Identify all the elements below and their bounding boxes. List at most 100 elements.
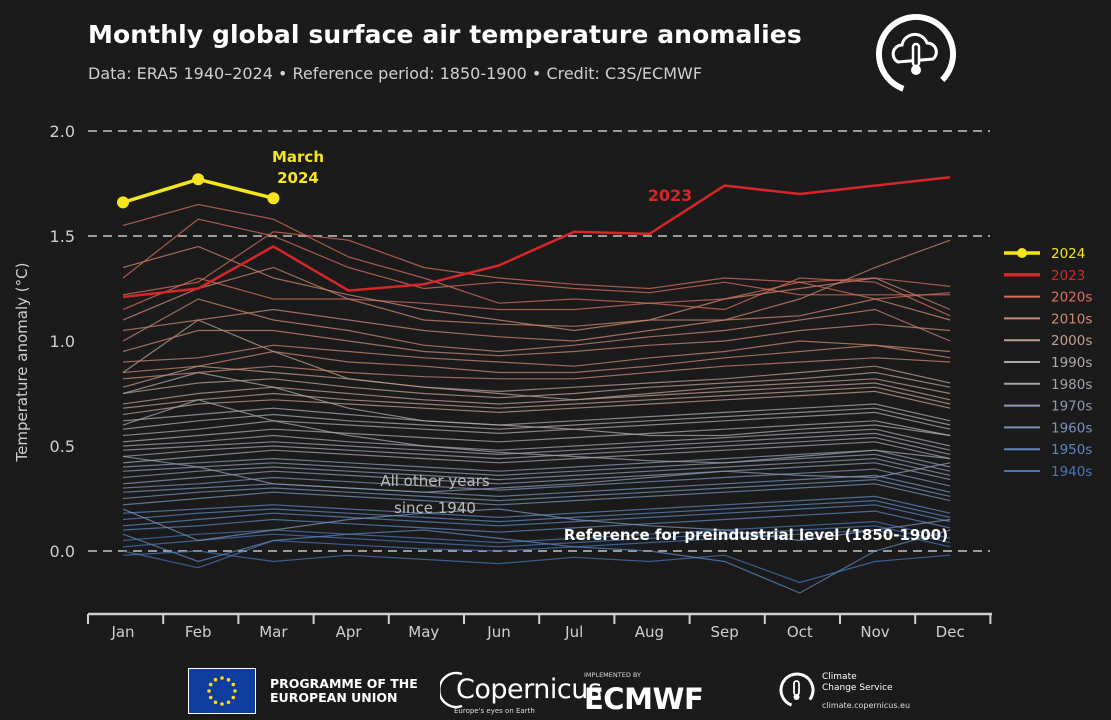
c3s-url: climate.copernicus.eu [822, 701, 911, 710]
eu-text-line2: EUROPEAN UNION [270, 690, 398, 705]
decade-line-2010s [122, 323, 951, 357]
decade-lines [122, 203, 951, 594]
decade-line-2000s [122, 371, 951, 399]
decade-line-2010s [122, 357, 951, 380]
x-tick-label: Jul [564, 623, 583, 641]
annotation-text: March [272, 148, 324, 166]
y-axis: 0.0 0.5 1.0 1.5 2.0 Temperature anomaly (°C) [13, 122, 75, 561]
eu-star-icon [208, 695, 213, 700]
decade-line-1940s [122, 550, 951, 584]
legend-label: 1980s [1051, 377, 1092, 393]
decade-line-1950s [122, 510, 951, 533]
decade-line-1950s [122, 499, 951, 523]
x-tick-label: Feb [185, 623, 212, 641]
c3s-footer-logo: Climate Change Service climate.copernicu… [778, 668, 928, 714]
decade-line-2020s [122, 231, 951, 296]
decade-line-2010s [122, 266, 951, 327]
x-tick-label: Sep [710, 623, 738, 641]
eu-star-icon [233, 689, 237, 693]
decade-line-2010s [122, 298, 951, 342]
decade-line-2010s [122, 340, 951, 367]
decade-line-2020s [122, 277, 951, 317]
c3s-small-icon [779, 672, 815, 708]
decade-line-1950s [122, 529, 951, 594]
decade-line-1970s [122, 462, 951, 485]
decade-line-2000s [122, 319, 951, 401]
decade-line-1980s [122, 436, 951, 460]
y-tick-label: 0.0 [50, 542, 75, 561]
eu-flag-icon [188, 668, 256, 714]
eu-star-icon [213, 677, 218, 682]
decade-line-1940s [122, 529, 951, 569]
decade-line-1970s [122, 453, 951, 477]
decade-line-2020s [122, 203, 951, 304]
eu-star-icon [226, 677, 231, 682]
decade-line-1960s [122, 483, 951, 506]
eu-star-icon [226, 700, 231, 705]
decade-line-1990s [122, 371, 951, 437]
decade-line-1960s [122, 478, 951, 502]
eu-star-icon [220, 702, 224, 706]
eu-star-icon [231, 695, 236, 700]
c3s-line2: Change Service [822, 683, 893, 693]
y-axis-label: Temperature anomaly (°C) [13, 263, 31, 463]
decade-line-1980s [122, 432, 951, 456]
eu-star-icon [231, 682, 236, 687]
decade-line-1980s [122, 399, 951, 464]
x-tick-label: Nov [860, 623, 889, 641]
annotation-text: All other years [380, 472, 490, 490]
series-line-2023 [122, 175, 951, 299]
decade-line-1960s [122, 508, 951, 542]
legend-marker [1017, 248, 1027, 258]
highlight-lines [117, 173, 951, 299]
decade-line-1990s [122, 407, 951, 430]
annotation-text: Reference for preindustrial level (1850-… [564, 526, 948, 544]
decade-line-1940s [122, 520, 951, 544]
eu-star-icon [208, 682, 213, 687]
eu-star-icon [213, 700, 218, 705]
decade-line-1970s [122, 455, 951, 493]
decade-line-2010s [122, 344, 951, 374]
decade-line-2010s [122, 298, 951, 353]
y-tick-label: 0.5 [50, 437, 75, 456]
legend: 2024 2023 2020s 2010s 2000s 1990s 1980s 1970s 19… [1004, 246, 1092, 480]
decade-line-2000s [122, 365, 951, 393]
decade-line-1980s [122, 428, 951, 451]
x-tick-label: Dec [936, 623, 965, 641]
chart-title: Monthly global surface air temperature a… [88, 20, 802, 49]
c3s-logo-icon [876, 14, 956, 94]
copernicus-logo: Copernicus Europe's eyes on Earth [440, 668, 602, 715]
footer: PROGRAMME OF THE EUROPEAN UNION Copernic… [0, 660, 1111, 720]
eu-programme-text: PROGRAMME OF THE EUROPEAN UNION [270, 677, 418, 705]
x-tick-label: Aug [635, 623, 664, 641]
x-tick-label: Oct [787, 623, 813, 641]
decade-line-1990s [122, 411, 951, 437]
c3s-name: Climate Change Service [822, 672, 893, 694]
grid-lines [88, 130, 990, 552]
point-2024 [192, 173, 205, 186]
point-2024 [117, 196, 129, 209]
annotation-text: 2024 [277, 169, 319, 187]
copernicus-name: Copernicus [456, 674, 602, 705]
legend-label: 2024 [1051, 246, 1085, 262]
legend-label: 2023 [1051, 268, 1085, 284]
x-tick-label: Mar [259, 623, 288, 641]
y-tick-label: 1.5 [50, 227, 75, 246]
decade-line-2000s [122, 386, 951, 409]
eu-text-line1: PROGRAMME OF THE [270, 676, 418, 691]
legend-label: 2020s [1051, 290, 1092, 306]
legend-label: 1990s [1051, 355, 1092, 371]
x-tick-label: Jun [486, 623, 510, 641]
ecmwf-logo: IMPLEMENTED BY ECMWF [584, 668, 764, 716]
chart-subtitle: Data: ERA5 1940–2024 • Reference period:… [88, 64, 703, 83]
decade-line-2020s [122, 218, 951, 296]
copernicus-tagline: Europe's eyes on Earth [454, 707, 535, 715]
decade-line-1970s [122, 449, 951, 472]
y-tick-label: 1.0 [50, 332, 75, 351]
legend-label: 2010s [1051, 311, 1092, 327]
decade-line-1990s [122, 420, 951, 443]
decade-line-1940s [122, 525, 951, 548]
x-axis: Jan Feb Mar Apr May Jun Jul Aug Sep Oct Nov Dec [87, 612, 992, 641]
decade-line-1950s [122, 495, 951, 519]
annotation-text: 2023 [648, 186, 693, 205]
